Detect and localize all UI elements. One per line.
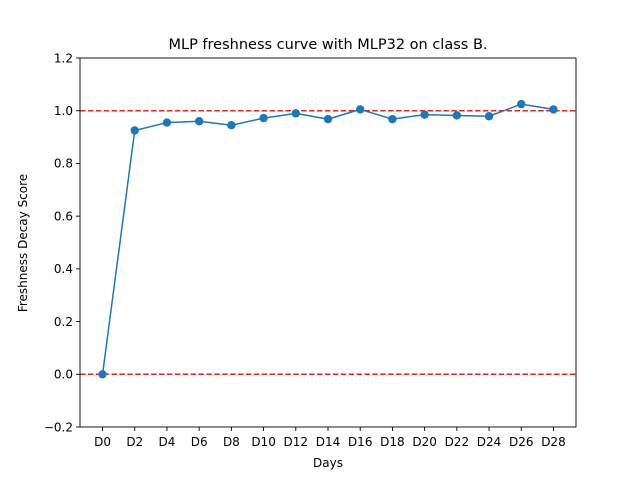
- data-point-D28: [549, 105, 558, 114]
- x-tick-label: D14: [316, 435, 341, 449]
- data-point-D2: [130, 126, 139, 135]
- data-point-D24: [484, 112, 494, 121]
- data-point-D8: [227, 121, 236, 130]
- x-tick-label: D24: [477, 435, 502, 449]
- data-point-D4: [162, 118, 172, 127]
- x-axis-title: Days: [313, 456, 343, 470]
- data-point-D6: [194, 117, 204, 126]
- data-point-D18: [388, 114, 397, 124]
- y-tick-label: −0.2: [44, 420, 73, 434]
- x-tick-label: D10: [251, 435, 276, 449]
- y-tick-label: 0.6: [54, 209, 73, 223]
- x-tick-label: D8: [223, 435, 240, 449]
- x-tick-label: D26: [509, 435, 534, 449]
- x-tick-label: D4: [159, 435, 176, 449]
- data-point-D10: [259, 113, 268, 123]
- y-tick-label: 0.2: [54, 315, 73, 329]
- data-point-D22: [452, 111, 462, 120]
- x-tick-label: D16: [348, 435, 373, 449]
- x-tick-label: D28: [541, 435, 566, 449]
- x-tick-label: D20: [412, 435, 437, 449]
- x-tick-label: D6: [191, 435, 208, 449]
- data-point-D16: [356, 105, 365, 114]
- reference-lines: [80, 109, 576, 376]
- y-axis-title: Freshness Decay Score: [16, 174, 30, 312]
- y-tick-label: 0.0: [54, 368, 73, 382]
- x-tick-label: D22: [445, 435, 470, 449]
- x-tick-label: D2: [126, 435, 143, 449]
- data-point-D12: [291, 109, 300, 118]
- x-tick-label: D0: [94, 435, 111, 449]
- y-tick-label: 1.0: [54, 104, 73, 118]
- x-tick-label: D12: [284, 435, 309, 449]
- y-tick-label: 0.8: [54, 157, 73, 171]
- data-point-D26: [517, 99, 526, 109]
- chart-title: MLP freshness curve with MLP32 on class …: [168, 37, 487, 53]
- x-tick-label: D18: [380, 435, 405, 449]
- series-layer: [98, 99, 558, 379]
- data-point-D20: [420, 110, 429, 119]
- data-point-D14: [323, 114, 333, 124]
- data-point-D0: [98, 370, 107, 379]
- y-tick-label: 1.2: [54, 51, 73, 65]
- y-tick-label: 0.4: [54, 262, 73, 276]
- axes: −0.2 0.0 0.2 0.4 0.6 0.8 1.0 1.2 D0 D2 D4 D6 D8 D10 D1…: [44, 51, 577, 449]
- plot-background: [80, 58, 576, 427]
- plot-area: [80, 58, 576, 427]
